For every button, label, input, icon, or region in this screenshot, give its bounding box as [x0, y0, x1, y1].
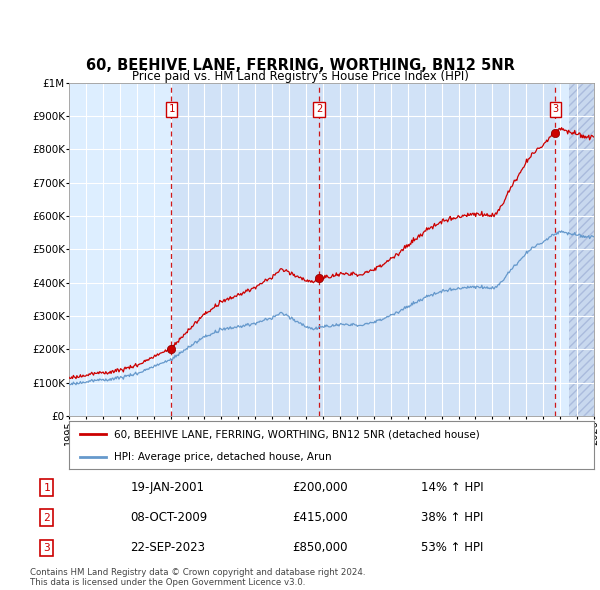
Text: 2: 2	[316, 104, 322, 114]
Text: Contains HM Land Registry data © Crown copyright and database right 2024.
This d: Contains HM Land Registry data © Crown c…	[30, 568, 365, 587]
Text: 60, BEEHIVE LANE, FERRING, WORTHING, BN12 5NR (detached house): 60, BEEHIVE LANE, FERRING, WORTHING, BN1…	[113, 429, 479, 439]
Bar	[319, 83, 556, 416]
Text: 22-SEP-2023: 22-SEP-2023	[130, 542, 205, 555]
Text: 60, BEEHIVE LANE, FERRING, WORTHING, BN12 5NR: 60, BEEHIVE LANE, FERRING, WORTHING, BN1…	[86, 58, 514, 73]
Text: Price paid vs. HM Land Registry's House Price Index (HPI): Price paid vs. HM Land Registry's House …	[131, 70, 469, 83]
Text: 14% ↑ HPI: 14% ↑ HPI	[421, 481, 483, 494]
Text: 53% ↑ HPI: 53% ↑ HPI	[421, 542, 483, 555]
Text: 1: 1	[43, 483, 50, 493]
Text: 3: 3	[552, 104, 559, 114]
Text: £200,000: £200,000	[292, 481, 348, 494]
Text: £850,000: £850,000	[292, 542, 348, 555]
Bar	[172, 83, 319, 416]
Bar	[569, 83, 600, 416]
Text: 2: 2	[43, 513, 50, 523]
Text: 1: 1	[169, 104, 175, 114]
Text: HPI: Average price, detached house, Arun: HPI: Average price, detached house, Arun	[113, 452, 331, 462]
Text: 19-JAN-2001: 19-JAN-2001	[130, 481, 205, 494]
Text: 3: 3	[43, 543, 50, 553]
Text: £415,000: £415,000	[292, 511, 348, 525]
Text: 38% ↑ HPI: 38% ↑ HPI	[421, 511, 483, 525]
Text: 08-OCT-2009: 08-OCT-2009	[130, 511, 208, 525]
